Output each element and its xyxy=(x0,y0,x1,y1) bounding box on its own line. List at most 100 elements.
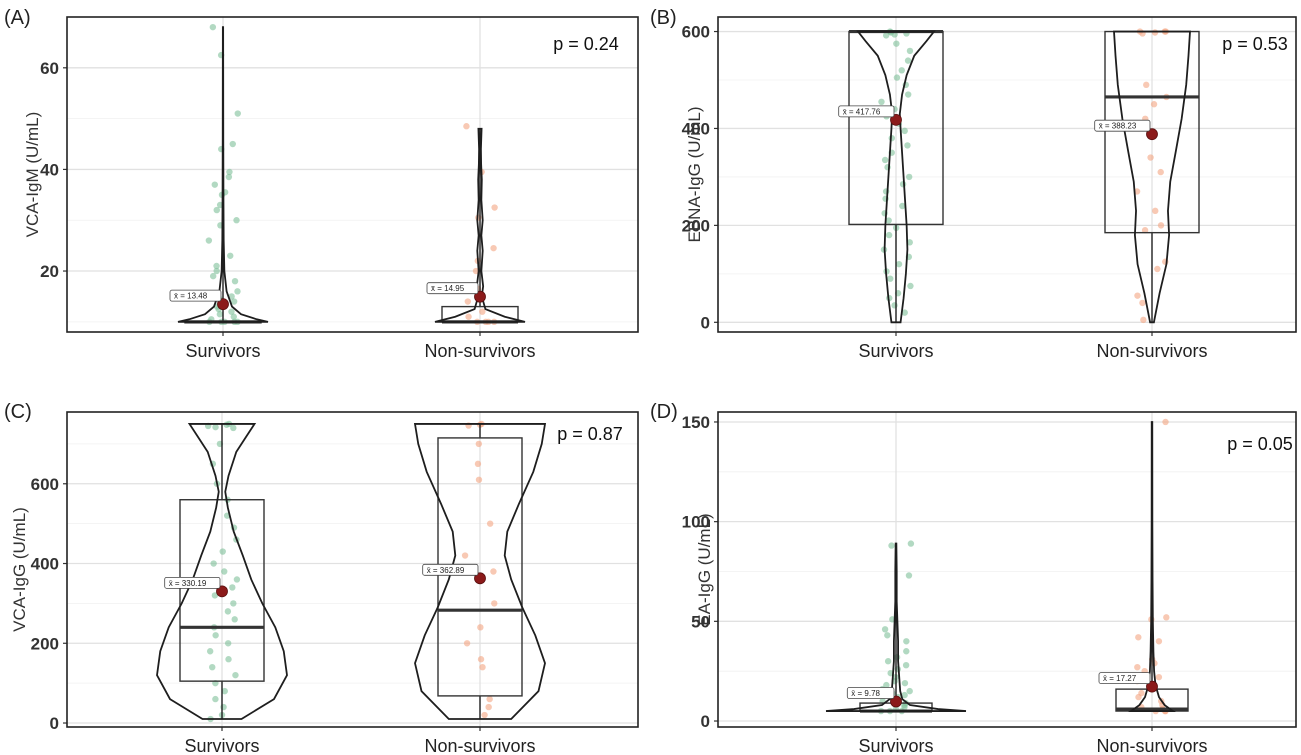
data-point xyxy=(491,204,498,211)
data-point xyxy=(1155,638,1163,645)
x-category-label: Survivors xyxy=(185,341,260,361)
mean-marker xyxy=(217,298,229,311)
mean-label: x̄ = 388.23 xyxy=(1099,122,1137,131)
mean-label-box xyxy=(169,289,222,302)
data-point xyxy=(233,576,241,583)
y-tick-label: 40 xyxy=(40,160,59,179)
mean-label-box xyxy=(164,576,221,589)
x-category-label: Survivors xyxy=(184,736,259,755)
y-tick-label: 200 xyxy=(682,216,710,235)
violin-outline xyxy=(1128,421,1176,712)
data-point xyxy=(1150,101,1158,108)
x-category-label: Survivors xyxy=(858,736,933,755)
mean-label: x̄ = 417.76 xyxy=(843,107,881,116)
data-point xyxy=(224,608,232,615)
mean-label-box xyxy=(422,563,479,576)
data-point xyxy=(221,568,228,575)
data-point xyxy=(901,691,908,699)
data-point xyxy=(221,687,228,695)
data-point xyxy=(227,252,234,259)
data-point xyxy=(1155,673,1163,681)
data-point xyxy=(463,123,470,130)
mean-label: x̄ = 9.78 xyxy=(851,689,880,698)
group-non-survivors: x̄ = 388.23 xyxy=(1094,28,1200,324)
mean-marker xyxy=(474,290,486,303)
mean-label-box xyxy=(838,105,895,118)
data-point xyxy=(225,656,232,663)
data-point xyxy=(904,57,912,64)
data-point xyxy=(1147,154,1154,161)
data-point xyxy=(209,272,217,280)
panel-D: 0 50 100 150 x̄ = 9.78 Survivors x̄ = 17.27 Non… xyxy=(650,401,1297,755)
data-point xyxy=(213,262,220,270)
data-point xyxy=(898,67,905,74)
y-axis-label: VCA-IgM (U/mL) xyxy=(23,112,42,238)
data-point xyxy=(884,632,891,639)
mean-marker xyxy=(474,572,486,585)
data-point xyxy=(213,206,220,214)
mean-marker xyxy=(890,113,902,126)
violin-outline xyxy=(1113,30,1191,324)
data-point xyxy=(906,47,914,55)
y-tick-label: 50 xyxy=(691,612,710,631)
data-point xyxy=(888,542,895,549)
mean-label-box xyxy=(1098,672,1151,684)
group-survivors: x̄ = 13.48 xyxy=(169,23,269,326)
mean-marker xyxy=(1146,680,1158,693)
data-point xyxy=(234,110,241,117)
y-tick-label: 0 xyxy=(50,714,59,733)
data-point xyxy=(884,658,892,665)
data-point xyxy=(907,282,914,290)
box xyxy=(179,499,265,682)
data-point xyxy=(216,311,224,318)
mean-label: x̄ = 13.48 xyxy=(174,292,208,301)
data-point xyxy=(486,695,493,703)
data-point xyxy=(901,309,908,316)
data-point xyxy=(234,288,241,295)
data-point xyxy=(231,616,238,623)
data-point xyxy=(212,423,219,431)
data-point xyxy=(209,23,217,31)
mean-marker xyxy=(1146,128,1158,141)
data-point xyxy=(228,308,235,315)
data-point xyxy=(1140,316,1147,324)
data-point xyxy=(903,638,910,645)
data-point xyxy=(902,661,910,669)
y-tick-label: 400 xyxy=(682,119,710,138)
x-category-label: Survivors xyxy=(858,341,933,361)
mean-label: x̄ = 362.89 xyxy=(427,566,465,575)
data-point xyxy=(481,711,488,719)
data-point xyxy=(1134,292,1141,299)
data-point xyxy=(1152,207,1159,215)
data-point xyxy=(490,244,497,252)
violin-outline xyxy=(413,423,547,720)
data-point xyxy=(901,679,909,687)
data-point xyxy=(899,202,906,210)
data-point xyxy=(490,568,497,575)
data-point xyxy=(1143,81,1150,89)
violin-outline xyxy=(177,26,269,323)
plot-frame xyxy=(717,411,1297,728)
group-non-survivors: x̄ = 362.89 xyxy=(413,420,547,720)
data-point xyxy=(1157,168,1164,176)
y-tick-label: 200 xyxy=(31,634,59,653)
group-non-survivors: x̄ = 17.27 xyxy=(1098,418,1189,715)
mean-marker xyxy=(216,585,228,598)
y-axis-label: EBNA-IgG (U/mL) xyxy=(685,106,704,242)
data-point xyxy=(891,302,898,309)
y-axis-label: VCA-IgG (U/mL) xyxy=(10,507,29,632)
x-category-label: Non-survivors xyxy=(1096,341,1207,361)
data-point xyxy=(230,298,238,305)
data-point xyxy=(1154,265,1161,273)
y-tick-label: 60 xyxy=(40,59,59,78)
plot-frame xyxy=(66,16,639,333)
data-point xyxy=(475,440,483,448)
data-point xyxy=(903,648,910,655)
data-point xyxy=(905,572,913,579)
y-tick-label: 100 xyxy=(682,513,710,532)
plot-frame xyxy=(717,16,1297,333)
panel-label: (C) xyxy=(4,401,32,423)
data-point xyxy=(895,260,903,268)
data-point xyxy=(205,237,213,244)
data-point xyxy=(883,681,890,689)
